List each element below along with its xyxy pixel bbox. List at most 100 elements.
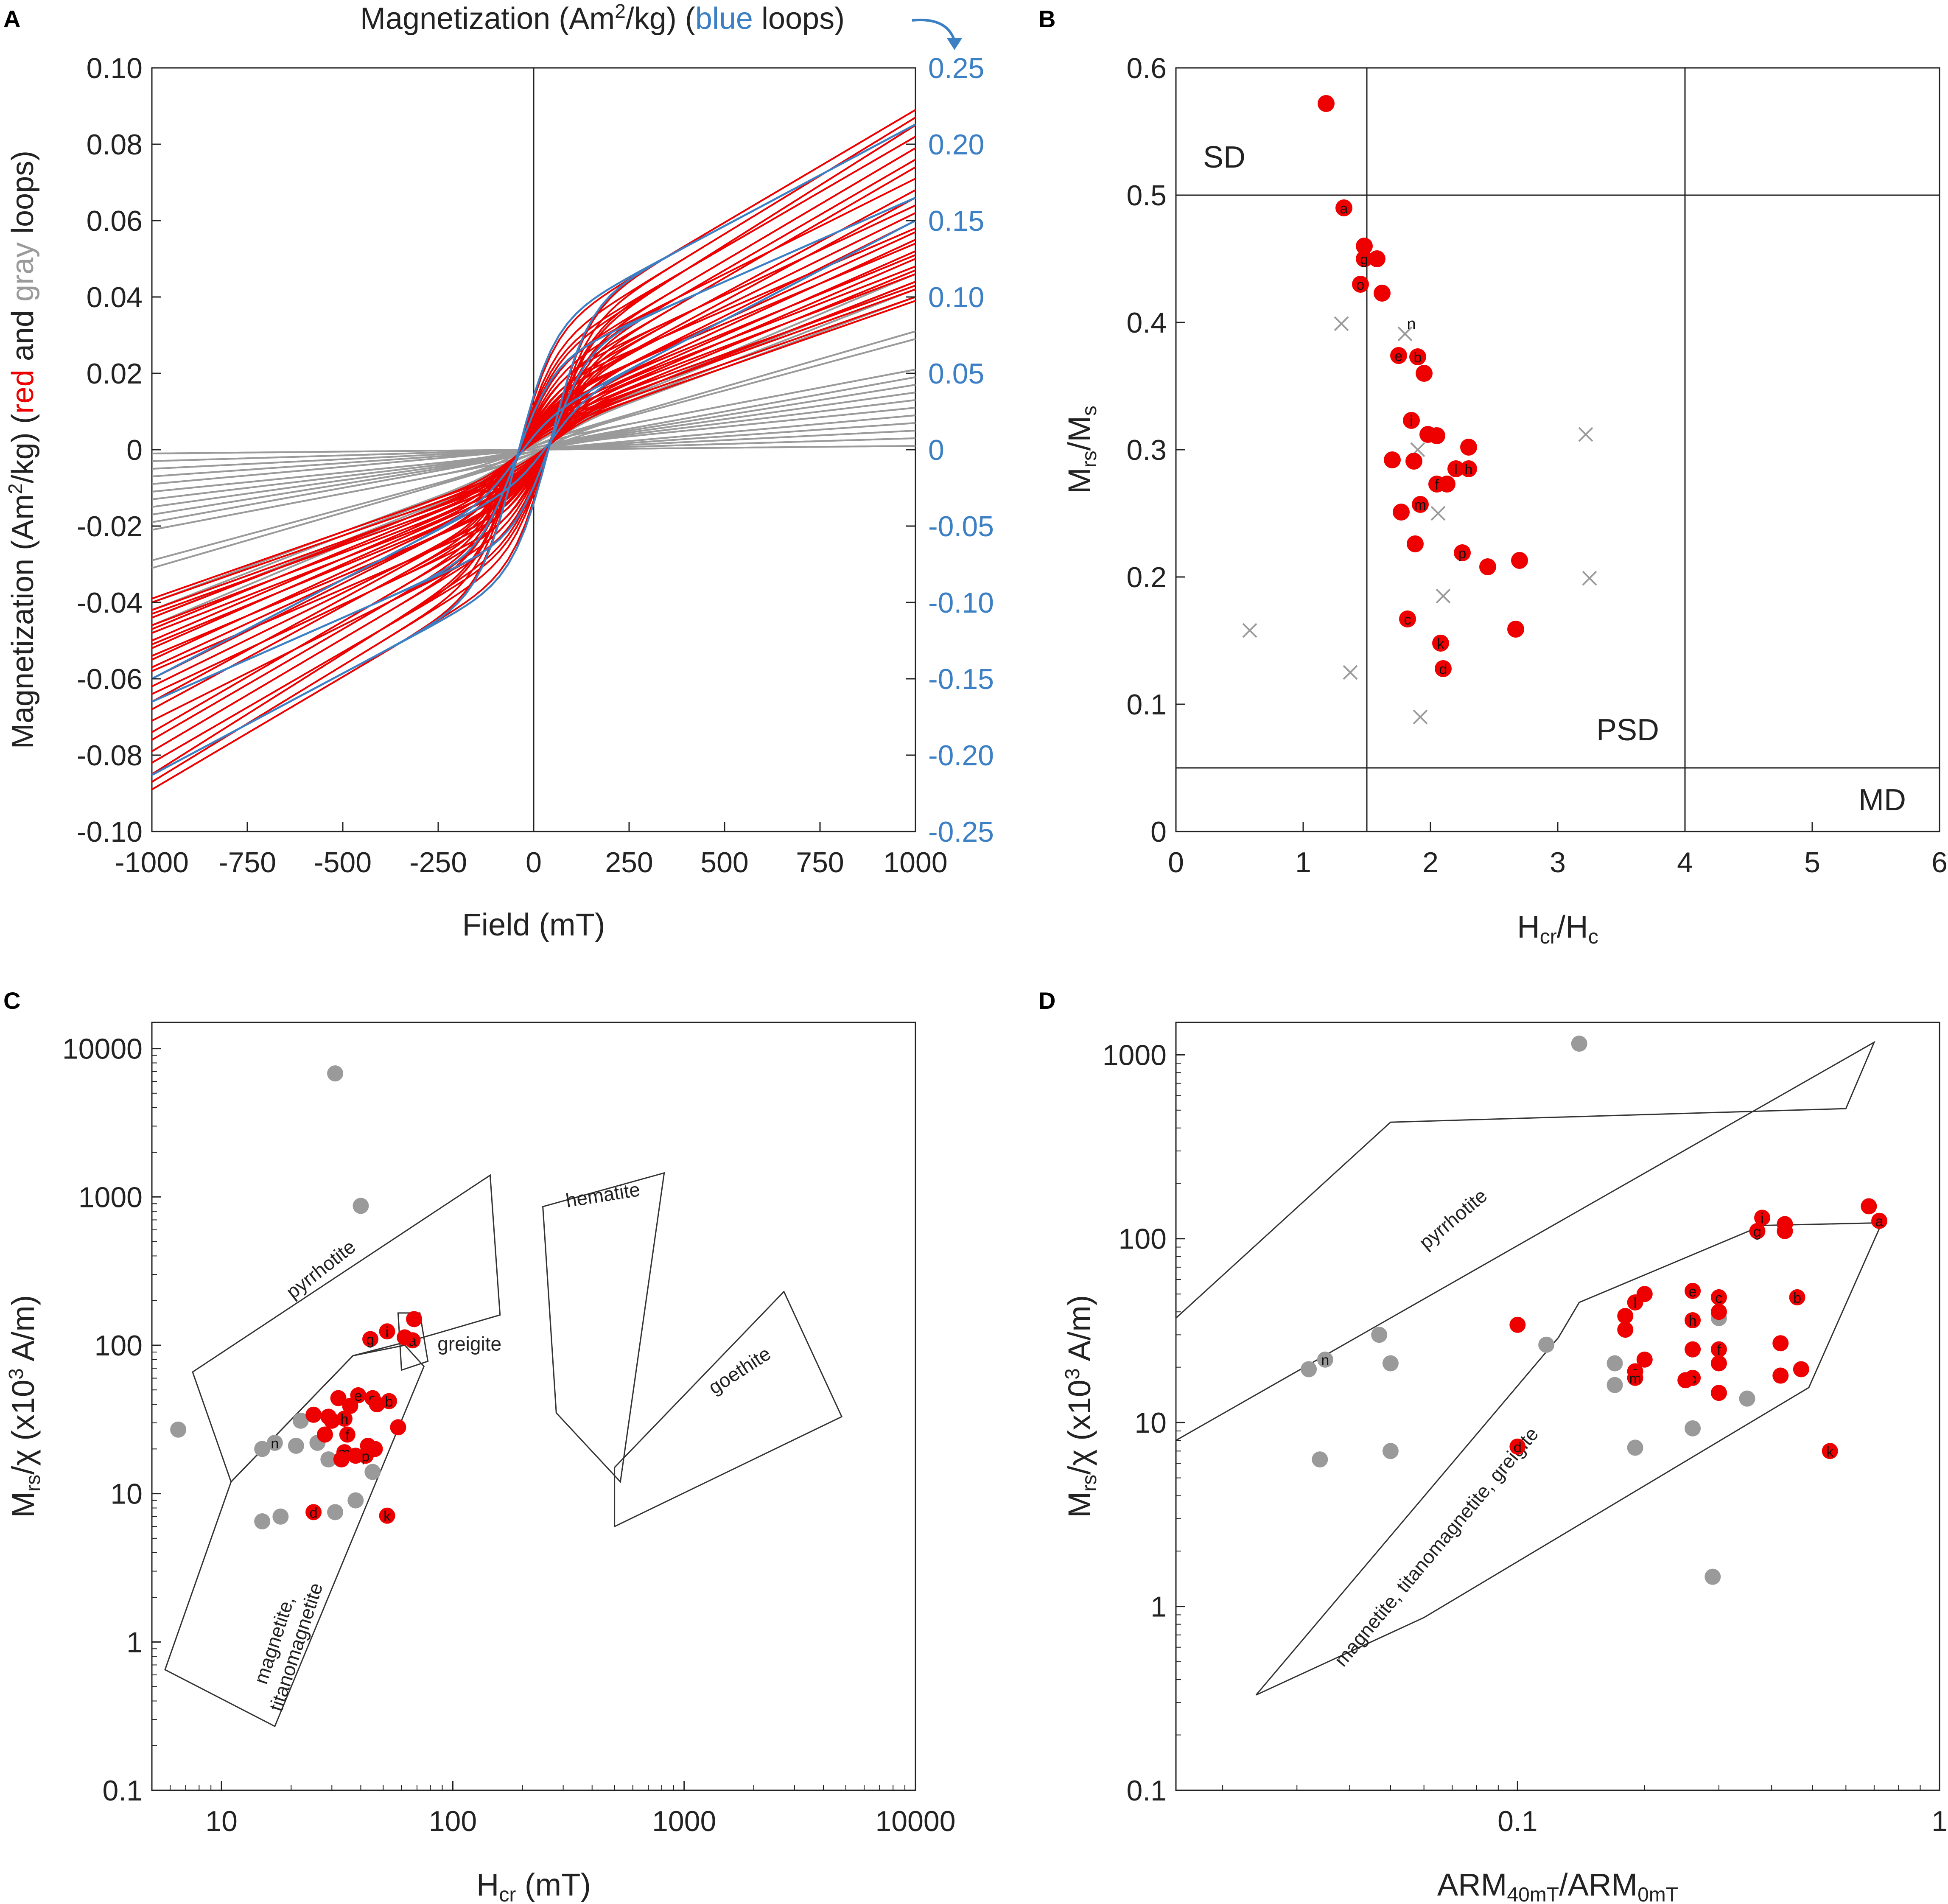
b-red-point [1335, 199, 1352, 216]
d-red-point [1509, 1316, 1526, 1333]
region-outline-magnetite-titanomagnetite-greigite [1255, 1222, 1883, 1696]
red-loop-branch [151, 296, 916, 603]
region-label: pyrrhotite [1415, 1184, 1491, 1254]
xlabel-part: H [476, 1867, 499, 1902]
c-ytick-label: 0.1 [102, 1775, 143, 1807]
c-red-point [379, 1323, 395, 1340]
cross-stroke [1413, 709, 1428, 725]
d-red-point-label: b [1793, 1290, 1801, 1306]
d-red-point-label: m [1629, 1371, 1641, 1387]
ylabel-subscript: s [1078, 406, 1101, 416]
a-y2tick-label: 0.05 [928, 358, 984, 390]
b-red-point [1439, 476, 1455, 493]
d-red-point [1685, 1312, 1701, 1329]
d-ytick-label: 10 [1134, 1407, 1167, 1439]
c-ytick-label: 10000 [62, 1033, 143, 1065]
xlabel-part: /H [1557, 909, 1588, 944]
region-label: goethite [704, 1342, 775, 1399]
d-red-point [1617, 1322, 1634, 1338]
panel-c-hcr-plot: pyrrhotitehematitegoethitegreigitemagnet… [5, 1022, 956, 1904]
ylabel-subscript: rs [1078, 1475, 1101, 1492]
d-gray-point [1704, 1568, 1721, 1585]
panel-b-y-axis-label: Mrs/Ms [1062, 406, 1101, 494]
d-red-point [1636, 1351, 1653, 1368]
region-label: magnetite, titanomagnetite, greigite [1330, 1423, 1543, 1671]
d-red-point [1789, 1289, 1805, 1305]
y2label-part: Magnetization (Am [360, 2, 615, 36]
d-gray-point [1627, 1439, 1643, 1456]
panel-letter-d: D [1038, 987, 1055, 1014]
region-label: greigite [437, 1333, 501, 1355]
panel-letter-a: A [3, 6, 20, 32]
c-red-point [316, 1426, 333, 1443]
d-gray-point [1382, 1355, 1399, 1372]
a-y2tick-label: -0.20 [928, 739, 994, 772]
a-y2tick-label: 0.10 [928, 281, 984, 314]
blue-loop-branch [151, 220, 916, 680]
b-red-point [1318, 95, 1335, 112]
b-red-point-label: o [1357, 277, 1365, 293]
a-ytick-label: 0.10 [87, 52, 143, 84]
region-label-line: greigite [437, 1333, 501, 1355]
a-ytick-label: -0.10 [77, 816, 143, 848]
cross-stroke [1334, 316, 1349, 331]
a-ytick-label: -0.02 [77, 510, 143, 543]
ylabel-superscript: 3 [1061, 1368, 1084, 1380]
d-xtick-label: 1 [1931, 1805, 1948, 1837]
region-label-line: hematite [564, 1178, 641, 1212]
c-ytick-label: 100 [95, 1330, 143, 1362]
c-gray-point [353, 1198, 369, 1214]
c-gray-point [292, 1412, 309, 1429]
xlabel-part: H [1517, 909, 1539, 944]
blue-loop-branch [151, 196, 916, 703]
b-red-point [1390, 347, 1407, 364]
ylabel-part: /M [1062, 416, 1097, 451]
c-xtick-label: 10000 [875, 1805, 955, 1837]
blue-loop-branch [151, 123, 916, 776]
panel-d-arm-plot: pyrrhotite magnetite, titanomagnetite, gr… [1061, 1022, 1948, 1904]
ylabel-part: /χ (x10 [1062, 1380, 1097, 1475]
d-ytick-label: 1000 [1103, 1039, 1167, 1071]
d-gray-point-label: n [1321, 1352, 1329, 1369]
red-loop-branch [151, 254, 916, 645]
d-red-point [1793, 1361, 1809, 1378]
c-red-point [390, 1419, 406, 1436]
panel-d-plot-frame [1175, 1022, 1940, 1791]
red-loop-branch [151, 227, 916, 672]
a-ytick-label: 0.06 [87, 205, 143, 237]
panel-a-right-axis-label: Magnetization (Am2/kg) (blue loops) [360, 0, 845, 36]
ylabel-part: M [1062, 1492, 1097, 1518]
b-red-point [1454, 544, 1471, 561]
ylabel-part: /χ (x10 [6, 1380, 41, 1475]
d-gray-point [1371, 1327, 1388, 1343]
ylabel-subscript: rs [22, 1475, 45, 1492]
c-red-point [339, 1426, 355, 1443]
a-xtick-label: 0 [526, 846, 542, 879]
b-red-point-label: i [1410, 413, 1413, 429]
d-red-point [1772, 1367, 1789, 1384]
red-loop-branch [151, 212, 916, 687]
b-red-point [1393, 504, 1410, 521]
d-red-point [1710, 1341, 1727, 1358]
b-red-point [1409, 348, 1426, 365]
d-gray-point [1571, 1036, 1587, 1052]
c-red-point [324, 1412, 340, 1429]
panel-a-left-axis-label: Magnetization (Am2/kg) (red and gray loo… [4, 151, 40, 749]
region-outline-hematite [542, 1172, 665, 1484]
ylabel-part: M [1062, 468, 1097, 494]
c-xtick-label: 10 [205, 1805, 238, 1837]
d-red-point-label: c [1715, 1290, 1722, 1306]
panel-a-ticks: -1000 -750 -500 -250 0 250 500 750 1000 -0.10 -0.0… [77, 52, 994, 879]
region-label-line: goethite [704, 1342, 775, 1399]
c-red-point-label: g [367, 1332, 375, 1348]
b-red-point-label: h [1465, 462, 1473, 478]
panel-a-hysteresis-loops: -1000 -750 -500 -250 0 250 500 750 1000 -0.10 -0.0… [4, 0, 994, 942]
gray-cross-marker [1397, 326, 1413, 342]
b-ytick-label: 0.6 [1126, 52, 1167, 84]
d-red-point [1871, 1212, 1888, 1229]
panel-d-ticks: 0.1 1 0.1 1 10 100 1000 [1103, 1039, 1948, 1837]
d-red-point [1509, 1438, 1526, 1455]
ylabel-red-word: red [6, 370, 40, 414]
cross-stroke [1436, 588, 1451, 604]
b-xtick-label: 6 [1931, 846, 1948, 879]
